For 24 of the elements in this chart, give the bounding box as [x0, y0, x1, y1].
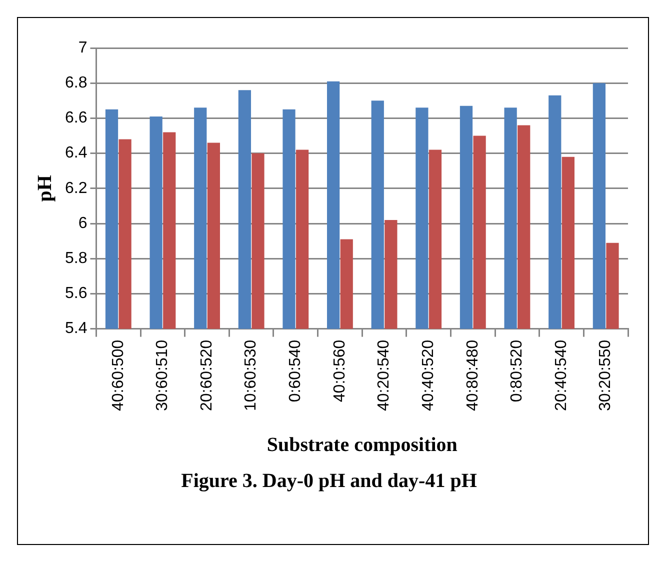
y-tick-label: 6 [78, 214, 88, 232]
y-axis-title: pH [34, 174, 56, 202]
x-tick-label: 10:60:530 [242, 340, 260, 412]
x-tick-label: 40:0:560 [331, 340, 348, 402]
y-tick-label: 5.4 [64, 320, 88, 338]
y-tick-label: 6.4 [64, 144, 88, 162]
x-tick-label: 20:40:540 [552, 340, 570, 412]
x-tick-label: 30:20:550 [597, 340, 614, 412]
x-tick-label: 20:60:520 [198, 340, 216, 412]
text: Figure 3. Day-0 pH and day-41 pH [181, 470, 478, 492]
x-tick-label: 40:20:540 [376, 340, 393, 412]
x-tick-label: 40:60:500 [110, 340, 127, 412]
x-tick-label: 30:60:510 [154, 340, 172, 412]
x-tick-label: 0:60:540 [287, 340, 304, 402]
y-tick-label: 5.6 [64, 285, 88, 302]
y-tick-label: 7 [78, 39, 88, 56]
x-tick-label: 40:80:480 [464, 340, 482, 412]
x-tick-label: 40:40:520 [420, 340, 437, 412]
y-tick-label: 6.6 [64, 110, 88, 127]
x-axis-title: Substrate composition [266, 434, 458, 456]
y-tick-label: 5.8 [64, 250, 88, 268]
y-tick-label: 6.8 [64, 74, 88, 92]
y-tick-label: 6.2 [64, 180, 88, 197]
x-tick-label: 0:80:520 [508, 340, 526, 402]
